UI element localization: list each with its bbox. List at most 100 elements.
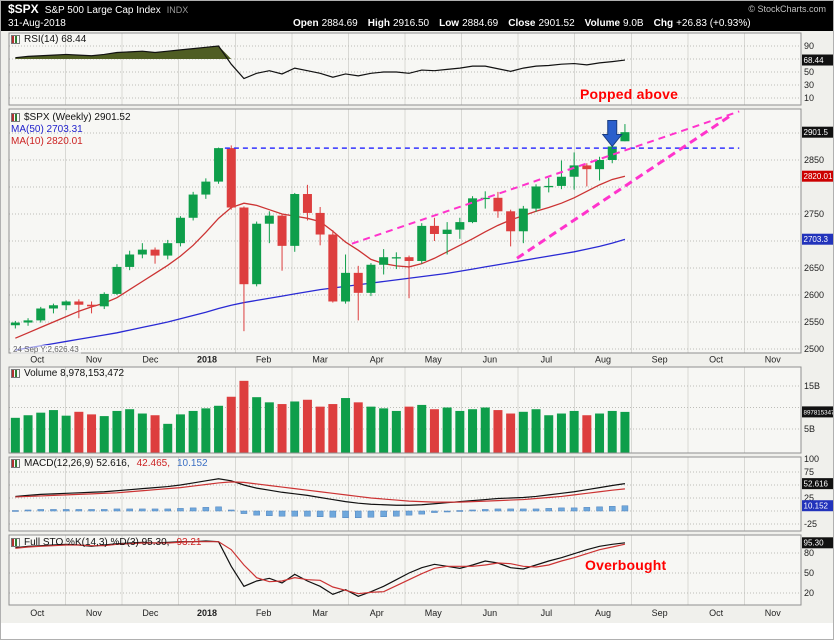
trendline-upper	[351, 110, 740, 245]
svg-text:95.30: 95.30	[804, 539, 825, 548]
ma50-legend-label: MA(50) 2703.31	[11, 124, 83, 135]
chart-header: $SPX S&P 500 Large Cap Index INDX © Stoc…	[1, 1, 833, 31]
month-label: May	[425, 608, 443, 618]
quote-high: High 2916.50	[367, 18, 430, 29]
svg-text:2550: 2550	[804, 317, 824, 327]
price-axis-value-box	[802, 126, 833, 138]
month-label: Oct	[30, 355, 45, 365]
month-label: May	[425, 355, 443, 365]
volume-legend-label: Volume 8,978,153,472	[24, 368, 125, 379]
month-label: Nov	[765, 608, 782, 618]
ma10-legend: MA(10) 2820.01	[11, 136, 83, 147]
panel-chart-icon	[11, 113, 20, 122]
macd-signal-value: 42.465,	[136, 458, 170, 469]
svg-text:2500: 2500	[804, 344, 824, 354]
trendline-lower	[516, 112, 734, 260]
month-label: Oct	[709, 608, 724, 618]
svg-text:2703.3: 2703.3	[804, 235, 829, 244]
svg-text:2750: 2750	[804, 209, 824, 219]
svg-text:25: 25	[804, 493, 814, 503]
quote-close: Close 2901.52	[508, 18, 575, 29]
month-label: Nov	[765, 355, 782, 365]
svg-text:15B: 15B	[804, 381, 820, 391]
month-label: Mar	[312, 608, 328, 618]
month-label: 2018	[197, 355, 217, 365]
panel-chart-icon	[11, 538, 20, 547]
svg-text:10.152: 10.152	[804, 502, 829, 511]
chart-date: 31-Aug-2018	[8, 18, 66, 29]
down-arrow-icon	[601, 120, 623, 148]
volume-panel: 15B 8978153472 5B	[8, 366, 834, 454]
sto-axis-value-box	[802, 537, 833, 549]
macd-hist-value: 10.152	[177, 458, 208, 469]
price-legend-label: $SPX (Weekly) 2901.52	[24, 112, 131, 123]
candles	[10, 124, 630, 332]
quote-low: Low 2884.69	[439, 18, 499, 29]
month-label: Nov	[86, 608, 103, 618]
month-label: Jul	[541, 355, 553, 365]
exchange: INDX	[166, 5, 189, 15]
quote-open: Open 2884.69	[293, 18, 358, 29]
month-label: Mar	[312, 355, 328, 365]
macd-legend: MACD(12,26,9) 52.616, 42.465, 10.152	[11, 458, 208, 469]
svg-text:-25: -25	[804, 519, 817, 529]
copyright: © StockCharts.com	[748, 4, 826, 14]
month-label: Feb	[256, 355, 272, 365]
month-label: Jun	[483, 608, 498, 618]
month-label: Aug	[595, 355, 611, 365]
svg-text:8978153472: 8978153472	[804, 410, 834, 417]
month-label: Apr	[370, 608, 384, 618]
price-axis-value-box	[802, 170, 833, 182]
quote-chg: Chg +26.83 (+0.93%)	[653, 18, 751, 29]
svg-text:5B: 5B	[804, 424, 815, 434]
rsi-overbought-fill	[15, 46, 625, 59]
rsi-legend: RSI(14) 68.44	[11, 34, 86, 45]
symbol: $SPX	[8, 2, 39, 16]
month-label: Nov	[86, 355, 103, 365]
overbought-annotation: Overbought	[585, 557, 667, 573]
svg-text:52.616: 52.616	[804, 479, 829, 488]
svg-text:75: 75	[804, 467, 814, 477]
month-label: Aug	[595, 608, 611, 618]
sto-sto_d	[15, 541, 626, 595]
sto-legend-label: Full STO %K(14,3) %D(3) 95.30,	[24, 537, 170, 548]
svg-text:50: 50	[804, 67, 814, 77]
crosshair-readout: 24 Sep Y:2,626.43	[11, 345, 81, 354]
ma10-legend-label: MA(10) 2820.01	[11, 136, 83, 147]
svg-text:2850: 2850	[804, 155, 824, 165]
svg-text:20: 20	[804, 588, 814, 598]
month-label: Oct	[709, 355, 724, 365]
macd-macd_line	[15, 478, 626, 506]
month-label: Jun	[483, 355, 498, 365]
month-label: Sep	[652, 608, 668, 618]
price-axis-value-box	[802, 233, 833, 245]
popped-above-annotation: Popped above	[580, 86, 679, 102]
month-label: Apr	[370, 355, 384, 365]
month-label: Dec	[142, 355, 159, 365]
volume-axis-value-box	[802, 406, 833, 418]
svg-text:2650: 2650	[804, 263, 824, 273]
macd-histogram	[12, 505, 629, 519]
month-label: Oct	[30, 608, 45, 618]
quote-bar: Open 2884.69 High 2916.50 Low 2884.69 Close 290…	[293, 18, 751, 29]
quote-volume: Volume 9.0B	[584, 18, 644, 29]
panel-chart-icon	[11, 459, 20, 468]
month-label: Jul	[541, 608, 553, 618]
macd-legend-label: MACD(12,26,9) 52.616,	[24, 458, 130, 469]
rsi-axis-value-box	[802, 54, 833, 66]
svg-text:90: 90	[804, 41, 814, 51]
svg-text:68.44: 68.44	[804, 56, 825, 65]
panel-chart-icon	[11, 35, 20, 44]
macd-axis-value-box	[802, 478, 833, 490]
rsi-panel: 90 68.44 50 30 10	[8, 32, 833, 106]
rsi-line	[15, 45, 626, 80]
svg-text:2901.5: 2901.5	[804, 128, 829, 137]
panel-chart-icon	[11, 369, 20, 378]
svg-text:100: 100	[804, 454, 819, 464]
svg-text:2600: 2600	[804, 290, 824, 300]
sto-d-value: 93.21	[176, 537, 202, 548]
header-title-row: $SPX S&P 500 Large Cap Index INDX	[8, 2, 188, 16]
overlay-ma50	[15, 238, 626, 351]
